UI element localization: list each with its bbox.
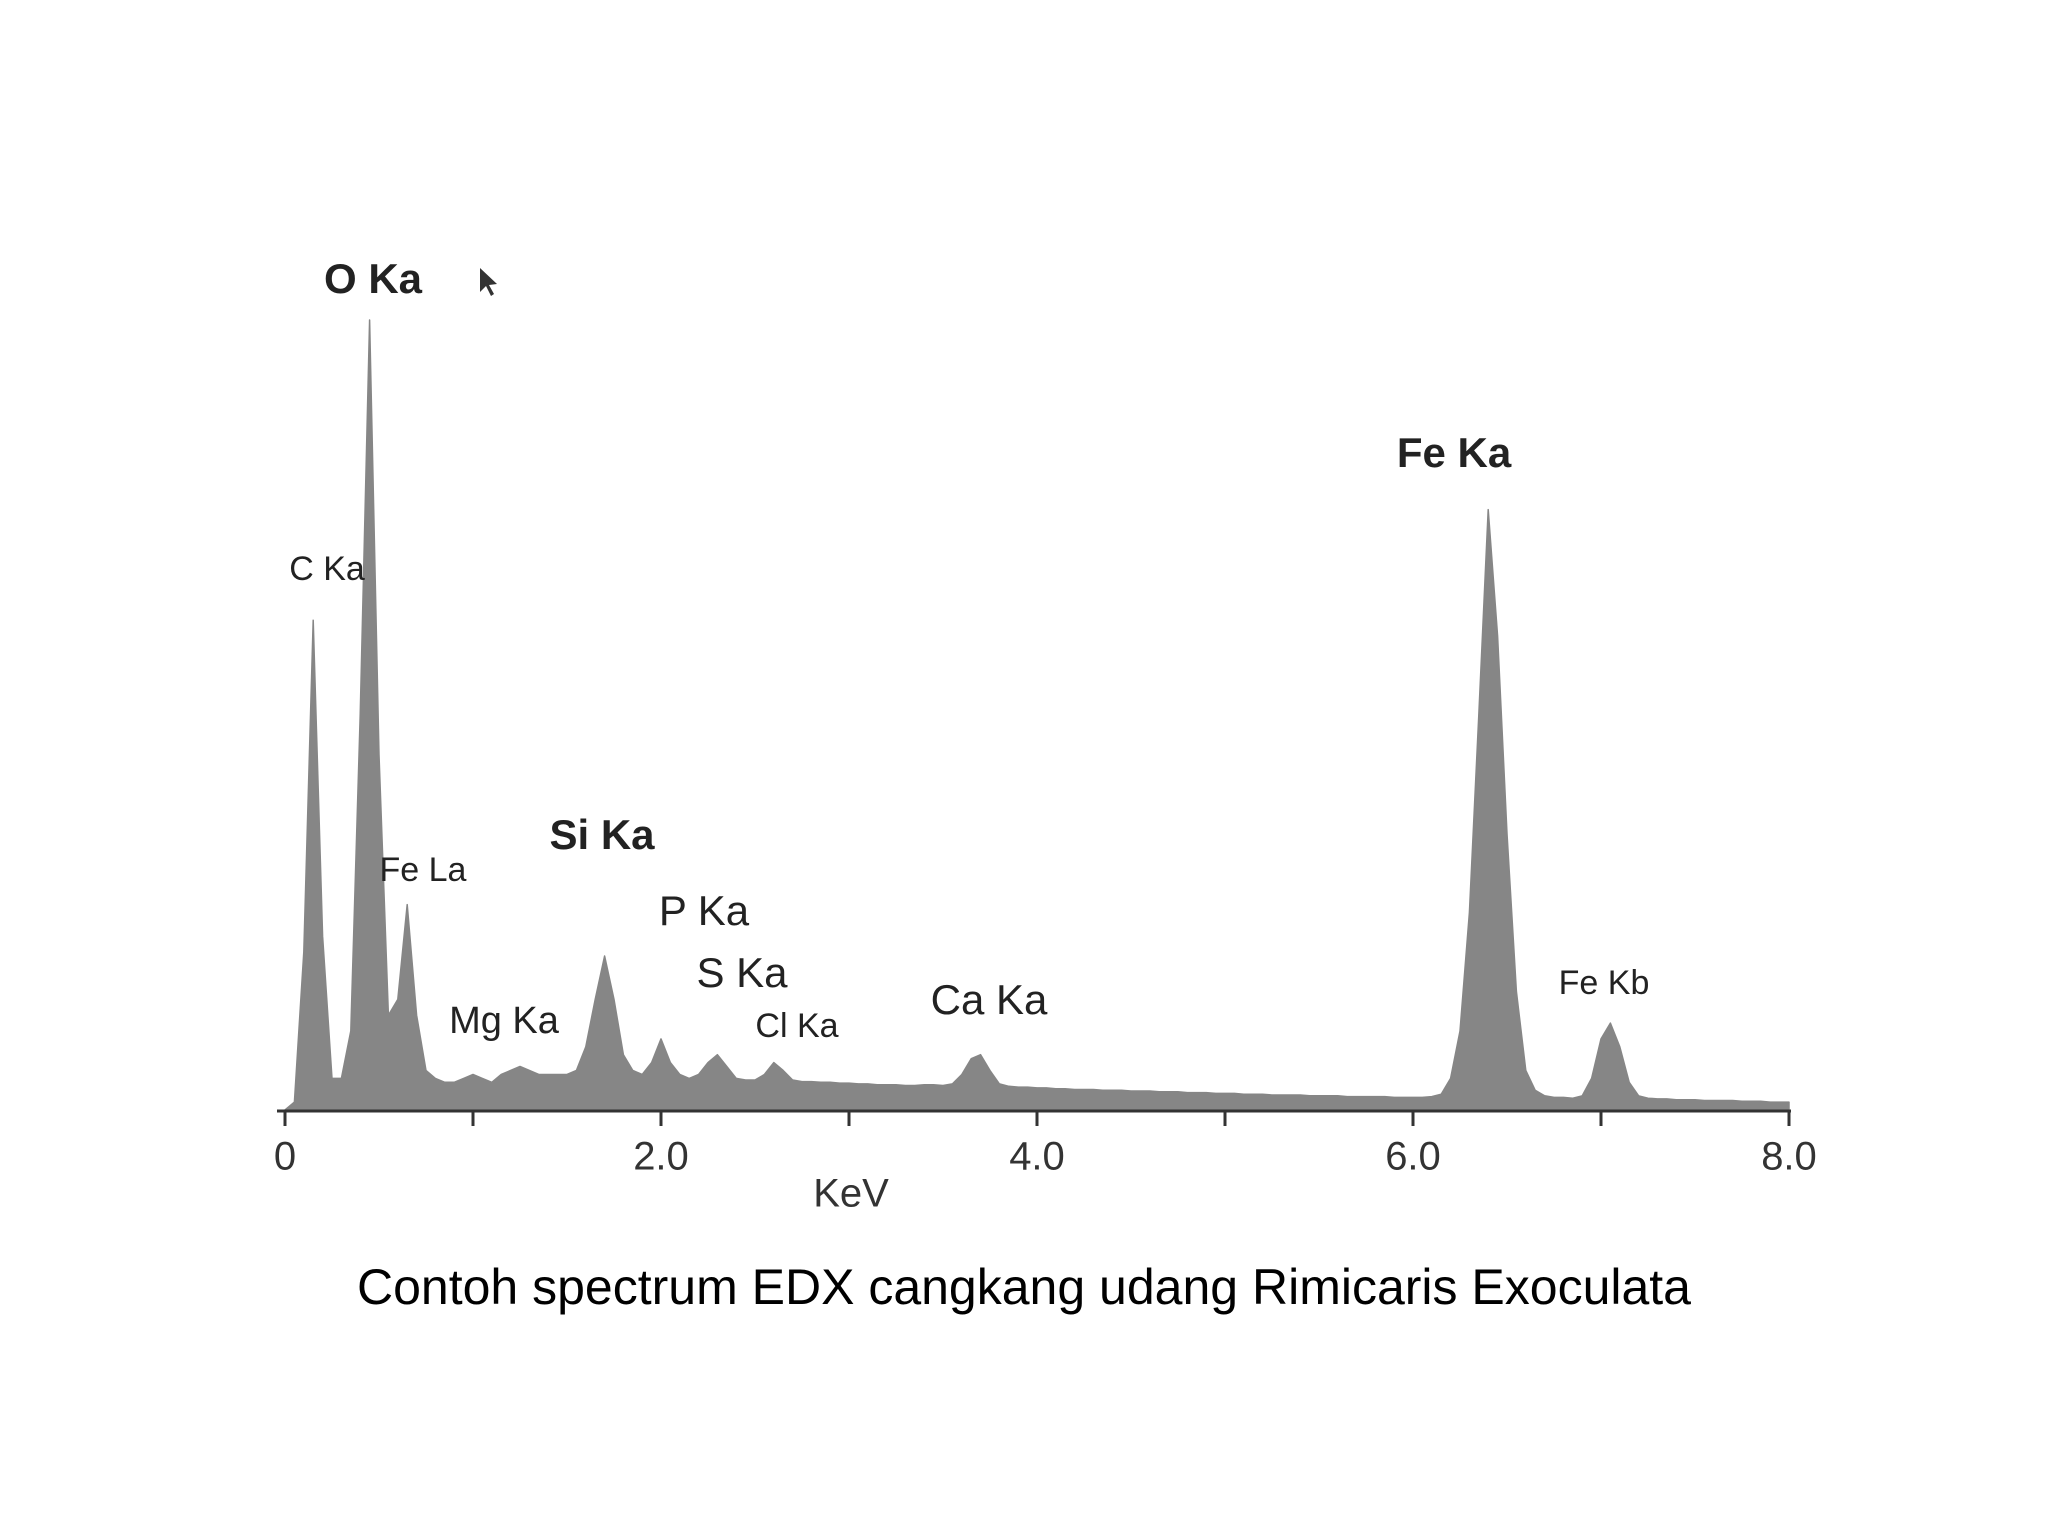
peak-label: C Ka <box>289 550 365 588</box>
x-tick-label: 8.0 <box>1761 1135 1817 1179</box>
peak-label: Fe Kb <box>1559 964 1650 1002</box>
peak-label: Fe Ka <box>1397 429 1512 476</box>
x-tick-label: 6.0 <box>1385 1135 1441 1179</box>
x-tick-label: 0 <box>274 1135 296 1179</box>
peak-label: P Ka <box>659 887 750 934</box>
x-tick-label: 4.0 <box>1009 1135 1065 1179</box>
peak-label: Ca Ka <box>931 976 1048 1023</box>
peak-label: O Ka <box>324 255 423 302</box>
spectrum-area <box>284 319 1790 1111</box>
peak-label: S Ka <box>696 949 788 996</box>
x-axis-label: KeV <box>813 1172 889 1216</box>
peak-label: Si Ka <box>549 811 655 858</box>
peak-label: Cl Ka <box>755 1007 838 1045</box>
cursor-icon <box>480 268 497 296</box>
chart-caption: Contoh spectrum EDX cangkang udang Rimic… <box>357 1259 1691 1315</box>
x-tick-label: 2.0 <box>633 1135 689 1179</box>
peak-label: Mg Ka <box>449 1000 560 1042</box>
peak-label: Fe La <box>380 851 467 889</box>
